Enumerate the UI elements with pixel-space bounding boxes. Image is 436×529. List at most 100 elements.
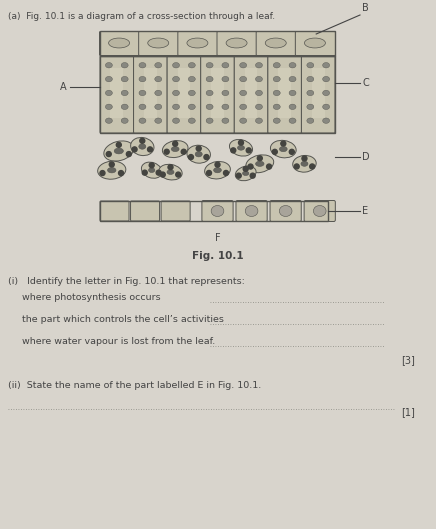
Text: B: B	[362, 3, 369, 13]
Text: E: E	[362, 206, 368, 216]
FancyBboxPatch shape	[301, 56, 335, 133]
Ellipse shape	[109, 38, 129, 48]
Ellipse shape	[206, 76, 213, 82]
Ellipse shape	[289, 62, 296, 68]
Ellipse shape	[155, 62, 162, 68]
FancyBboxPatch shape	[133, 56, 167, 133]
Bar	[144, 68, 157, 117]
Ellipse shape	[141, 162, 162, 178]
Circle shape	[173, 141, 178, 146]
Ellipse shape	[307, 104, 314, 110]
Circle shape	[257, 156, 262, 161]
Circle shape	[294, 164, 299, 169]
Ellipse shape	[222, 118, 229, 123]
Circle shape	[224, 170, 228, 176]
Circle shape	[140, 138, 145, 143]
Circle shape	[204, 154, 209, 160]
Ellipse shape	[155, 76, 162, 82]
Text: Fig. 10.1: Fig. 10.1	[192, 251, 243, 261]
Ellipse shape	[255, 104, 262, 110]
Ellipse shape	[173, 104, 180, 110]
Circle shape	[196, 146, 201, 151]
FancyBboxPatch shape	[130, 201, 160, 221]
Circle shape	[248, 164, 253, 169]
Ellipse shape	[289, 90, 296, 96]
Circle shape	[302, 156, 307, 161]
Ellipse shape	[139, 76, 146, 82]
Text: where photosynthesis occurs: where photosynthesis occurs	[22, 293, 160, 302]
Ellipse shape	[106, 104, 112, 110]
Ellipse shape	[155, 118, 162, 123]
Ellipse shape	[307, 118, 314, 123]
Ellipse shape	[131, 138, 154, 156]
Ellipse shape	[265, 38, 286, 48]
Ellipse shape	[173, 118, 180, 123]
Ellipse shape	[173, 62, 180, 68]
Ellipse shape	[240, 118, 247, 123]
FancyBboxPatch shape	[268, 56, 301, 133]
Circle shape	[266, 164, 272, 169]
Circle shape	[156, 170, 161, 175]
Ellipse shape	[313, 205, 326, 216]
FancyBboxPatch shape	[100, 201, 129, 221]
Circle shape	[238, 140, 243, 145]
Ellipse shape	[162, 141, 188, 158]
Ellipse shape	[139, 104, 146, 110]
Ellipse shape	[121, 76, 128, 82]
FancyBboxPatch shape	[139, 32, 179, 56]
Ellipse shape	[246, 155, 274, 173]
Ellipse shape	[242, 171, 249, 176]
Text: (a)  Fig. 10.1 is a diagram of a cross-section through a leaf.: (a) Fig. 10.1 is a diagram of a cross-se…	[8, 12, 275, 21]
Ellipse shape	[121, 90, 128, 96]
Text: (ii)  State the name of the part labelled E in Fig. 10.1.: (ii) State the name of the part labelled…	[8, 381, 261, 390]
FancyBboxPatch shape	[236, 200, 267, 222]
Bar	[100, 201, 328, 221]
Ellipse shape	[255, 118, 262, 123]
Ellipse shape	[173, 90, 180, 96]
Ellipse shape	[108, 168, 116, 173]
Ellipse shape	[149, 168, 155, 172]
Circle shape	[281, 141, 286, 146]
Ellipse shape	[139, 62, 146, 68]
Ellipse shape	[229, 140, 252, 156]
Ellipse shape	[222, 76, 229, 82]
Circle shape	[207, 170, 211, 176]
Bar	[177, 68, 190, 117]
Ellipse shape	[307, 76, 314, 82]
Circle shape	[176, 172, 181, 177]
Text: A: A	[60, 82, 67, 92]
Ellipse shape	[323, 104, 330, 110]
Ellipse shape	[289, 118, 296, 123]
Ellipse shape	[159, 165, 182, 180]
Ellipse shape	[240, 62, 247, 68]
Ellipse shape	[323, 76, 330, 82]
Ellipse shape	[273, 90, 280, 96]
Bar	[100, 31, 335, 56]
Ellipse shape	[289, 76, 296, 82]
Ellipse shape	[307, 62, 314, 68]
Bar	[278, 68, 291, 117]
Text: [3]: [3]	[401, 355, 415, 365]
Ellipse shape	[222, 104, 229, 110]
Ellipse shape	[98, 161, 126, 179]
Circle shape	[188, 154, 194, 160]
Ellipse shape	[222, 62, 229, 68]
Ellipse shape	[114, 148, 123, 154]
Ellipse shape	[255, 90, 262, 96]
Ellipse shape	[206, 118, 213, 123]
Ellipse shape	[273, 104, 280, 110]
Ellipse shape	[270, 140, 296, 158]
Ellipse shape	[206, 104, 213, 110]
Ellipse shape	[106, 118, 112, 123]
Circle shape	[132, 147, 137, 152]
Ellipse shape	[245, 205, 258, 216]
Ellipse shape	[273, 118, 280, 123]
FancyBboxPatch shape	[217, 32, 257, 56]
Ellipse shape	[301, 161, 308, 166]
FancyBboxPatch shape	[161, 201, 190, 221]
FancyBboxPatch shape	[295, 32, 335, 56]
FancyBboxPatch shape	[234, 56, 268, 133]
Circle shape	[310, 164, 315, 169]
Ellipse shape	[273, 76, 280, 82]
Ellipse shape	[293, 156, 316, 172]
